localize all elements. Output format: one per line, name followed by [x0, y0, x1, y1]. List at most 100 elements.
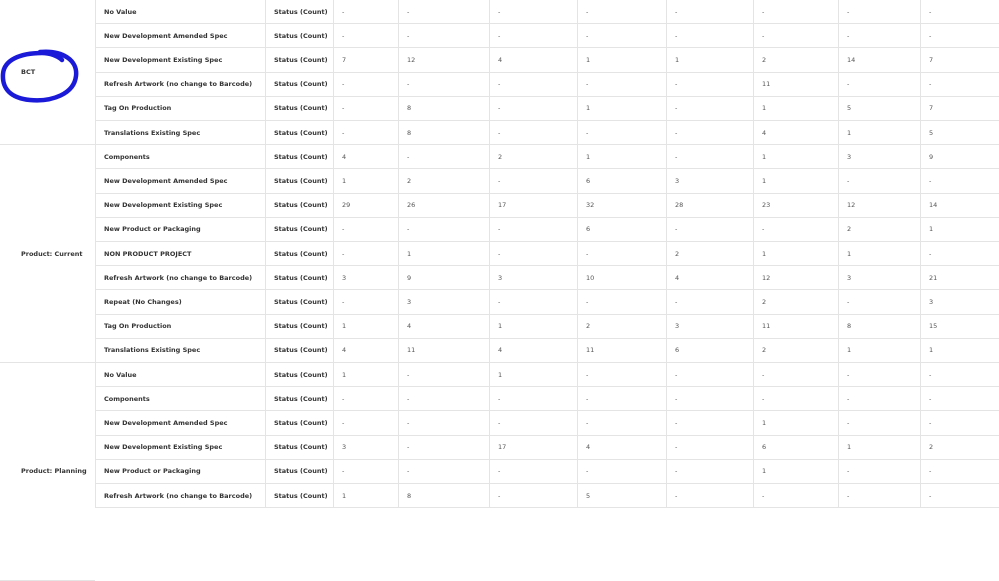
- value-cell: -: [398, 72, 489, 96]
- metric-cell: Status (Count): [265, 290, 333, 314]
- value-cell: -: [333, 411, 398, 435]
- value-cell: 8: [398, 484, 489, 508]
- value-cell: -: [398, 435, 489, 459]
- value-cell: 1: [753, 169, 838, 193]
- value-cell: -: [489, 24, 577, 48]
- value-cell: -: [489, 411, 577, 435]
- value-cell: 4: [489, 338, 577, 362]
- value-cell: -: [666, 72, 753, 96]
- metric-cell: Status (Count): [265, 387, 333, 411]
- type-cell: NON PRODUCT PROJECT: [95, 242, 265, 266]
- value-cell: -: [920, 169, 999, 193]
- value-cell: 3: [838, 266, 920, 290]
- value-cell: 23: [753, 193, 838, 217]
- value-cell: -: [577, 242, 666, 266]
- type-cell: Refresh Artwork (no change to Barcode): [95, 72, 265, 96]
- value-cell: -: [838, 459, 920, 483]
- value-cell: 1: [577, 96, 666, 120]
- value-cell: 1: [753, 411, 838, 435]
- table-row: New Product or Packaging Status (Count) - -…: [95, 459, 999, 484]
- value-cell: 7: [920, 96, 999, 120]
- value-cell: -: [333, 459, 398, 483]
- value-cell: 1: [333, 169, 398, 193]
- metric-cell: Status (Count): [265, 411, 333, 435]
- value-cell: -: [920, 0, 999, 24]
- type-cell: No Value: [95, 0, 265, 24]
- value-cell: -: [577, 411, 666, 435]
- type-cell: Components: [95, 387, 265, 411]
- group-label: BCT: [0, 0, 95, 146]
- metric-cell: Status (Count): [265, 0, 333, 24]
- value-cell: -: [489, 0, 577, 24]
- value-cell: -: [838, 169, 920, 193]
- value-cell: 1: [333, 314, 398, 338]
- value-cell: 9: [398, 266, 489, 290]
- value-cell: 1: [838, 242, 920, 266]
- value-cell: -: [489, 96, 577, 120]
- value-cell: -: [489, 290, 577, 314]
- table-row: Components Status (Count) 4-2 1-1 3 9: [95, 145, 999, 170]
- value-cell: 4: [577, 435, 666, 459]
- metric-cell: Status (Count): [265, 48, 333, 72]
- value-cell: -: [577, 290, 666, 314]
- type-cell: Components: [95, 145, 265, 169]
- value-cell: 21: [920, 266, 999, 290]
- value-cell: -: [666, 24, 753, 48]
- value-cell: 7: [920, 48, 999, 72]
- metric-cell: Status (Count): [265, 72, 333, 96]
- value-cell: 7: [333, 48, 398, 72]
- value-cell: -: [666, 145, 753, 169]
- value-cell: 4: [398, 314, 489, 338]
- value-cell: -: [489, 484, 577, 508]
- value-cell: -: [398, 411, 489, 435]
- value-cell: -: [398, 217, 489, 241]
- value-cell: 12: [398, 48, 489, 72]
- metric-cell: Status (Count): [265, 145, 333, 169]
- value-cell: 15: [920, 314, 999, 338]
- value-cell: -: [333, 121, 398, 145]
- value-cell: -: [753, 217, 838, 241]
- type-cell: New Development Existing Spec: [95, 435, 265, 459]
- metric-cell: Status (Count): [265, 24, 333, 48]
- value-cell: 1: [577, 145, 666, 169]
- value-cell: -: [920, 363, 999, 387]
- metric-cell: Status (Count): [265, 363, 333, 387]
- value-cell: -: [838, 363, 920, 387]
- group-label: Product: Current: [0, 145, 95, 363]
- value-cell: 17: [489, 435, 577, 459]
- value-cell: 1: [577, 48, 666, 72]
- value-cell: 3: [920, 290, 999, 314]
- table-row: Refresh Artwork (no change to Barcode) St…: [95, 484, 999, 509]
- value-cell: 8: [398, 96, 489, 120]
- metric-cell: Status (Count): [265, 314, 333, 338]
- value-cell: 6: [666, 338, 753, 362]
- value-cell: 2: [666, 242, 753, 266]
- value-cell: -: [666, 411, 753, 435]
- value-cell: -: [333, 24, 398, 48]
- value-cell: 12: [753, 266, 838, 290]
- value-cell: 6: [577, 217, 666, 241]
- metric-cell: Status (Count): [265, 242, 333, 266]
- table-row: Refresh Artwork (no change to Barcode) St…: [95, 266, 999, 291]
- value-cell: -: [333, 0, 398, 24]
- value-cell: -: [398, 459, 489, 483]
- value-cell: 5: [577, 484, 666, 508]
- value-cell: -: [333, 72, 398, 96]
- table-row: Translations Existing Spec Status (Count)…: [95, 121, 999, 146]
- type-cell: New Development Existing Spec: [95, 48, 265, 72]
- value-cell: 3: [333, 266, 398, 290]
- value-cell: 29: [333, 193, 398, 217]
- value-cell: 3: [489, 266, 577, 290]
- value-cell: 3: [398, 290, 489, 314]
- value-cell: -: [753, 363, 838, 387]
- value-cell: -: [666, 217, 753, 241]
- value-cell: -: [577, 363, 666, 387]
- value-cell: 1: [838, 338, 920, 362]
- table-row: New Development Existing Spec Status (Cou…: [95, 435, 999, 460]
- table-row: Tag On Production Status (Count) -8-1-1 5 7: [95, 96, 999, 121]
- value-cell: -: [838, 290, 920, 314]
- type-cell: Repeat (No Changes): [95, 290, 265, 314]
- value-cell: 1: [920, 338, 999, 362]
- table-row: Tag On Production Status (Count) 1 4 1 2 3 11 8 1…: [95, 314, 999, 339]
- value-cell: 1: [838, 435, 920, 459]
